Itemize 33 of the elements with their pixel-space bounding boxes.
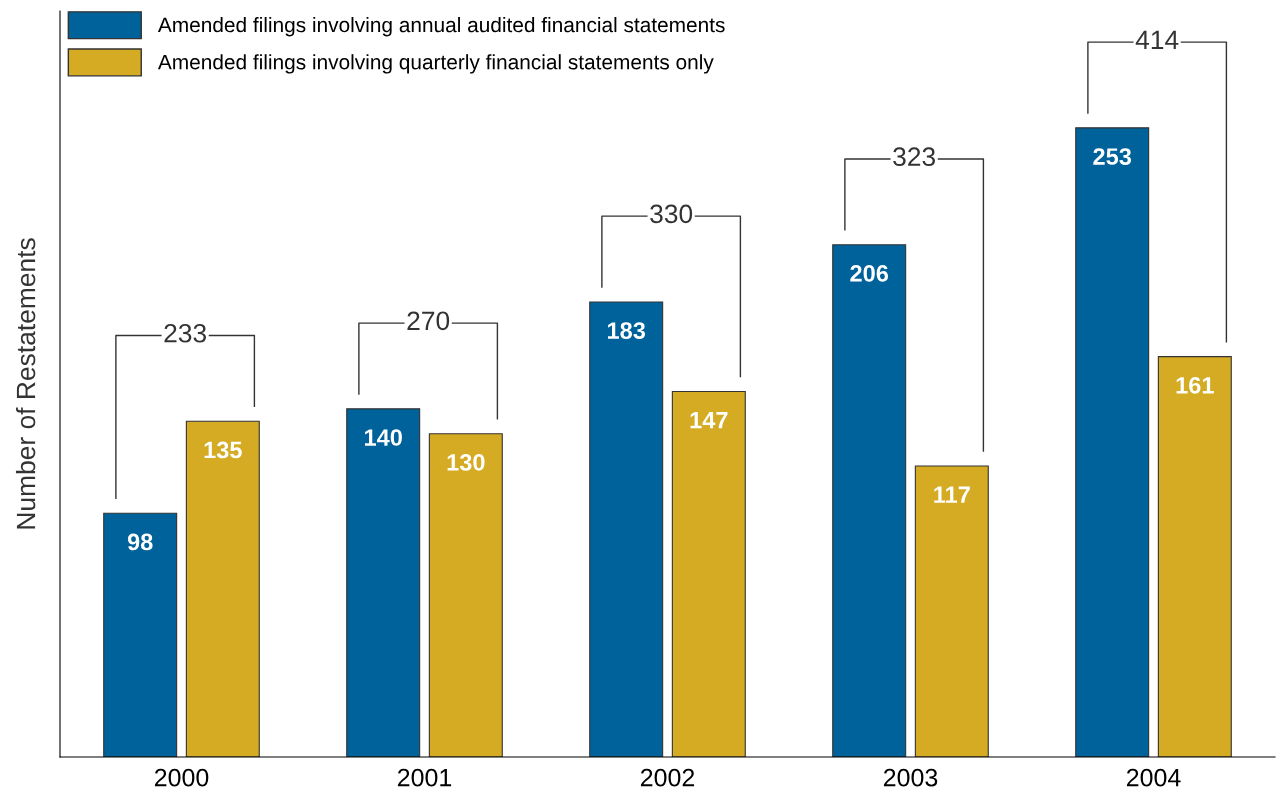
- data-label: 253: [1093, 148, 1132, 165]
- bar: [428, 433, 503, 757]
- data-label: 130: [447, 454, 485, 471]
- bar: [914, 465, 989, 757]
- data-label: 161: [1176, 376, 1214, 394]
- data-label: 98: [127, 533, 153, 551]
- data-label: 135: [204, 441, 242, 459]
- total-label: 414: [1135, 30, 1179, 49]
- legend-label: Amended filings involving annual audited financial statements: [157, 16, 725, 37]
- legend-label: Amended filings involving quarterly financial statements only: [157, 54, 714, 74]
- x-tick-label: 2004: [1126, 768, 1181, 787]
- data-label: 147: [690, 411, 728, 429]
- data-label: 140: [364, 429, 402, 446]
- bar: [185, 420, 260, 757]
- x-tick-label: 2002: [640, 768, 695, 787]
- total-label: 270: [407, 311, 450, 331]
- bar: [832, 244, 907, 757]
- total-label: 330: [650, 204, 693, 224]
- data-label: 117: [934, 486, 970, 503]
- x-tick-label: 2001: [397, 768, 452, 787]
- bar: [103, 512, 178, 757]
- bar: [589, 301, 664, 757]
- data-label: 206: [850, 265, 889, 282]
- data-label: 183: [607, 322, 646, 339]
- bar: [1157, 356, 1232, 757]
- bar: [346, 408, 421, 757]
- x-tick-label: 2003: [883, 768, 938, 787]
- total-label: 323: [893, 147, 935, 167]
- y-axis-title: Number of Restatements: [15, 238, 36, 529]
- x-tick-label: 2000: [154, 768, 209, 787]
- bar: [1075, 127, 1150, 757]
- bar: [671, 390, 746, 757]
- total-label: 233: [164, 323, 206, 343]
